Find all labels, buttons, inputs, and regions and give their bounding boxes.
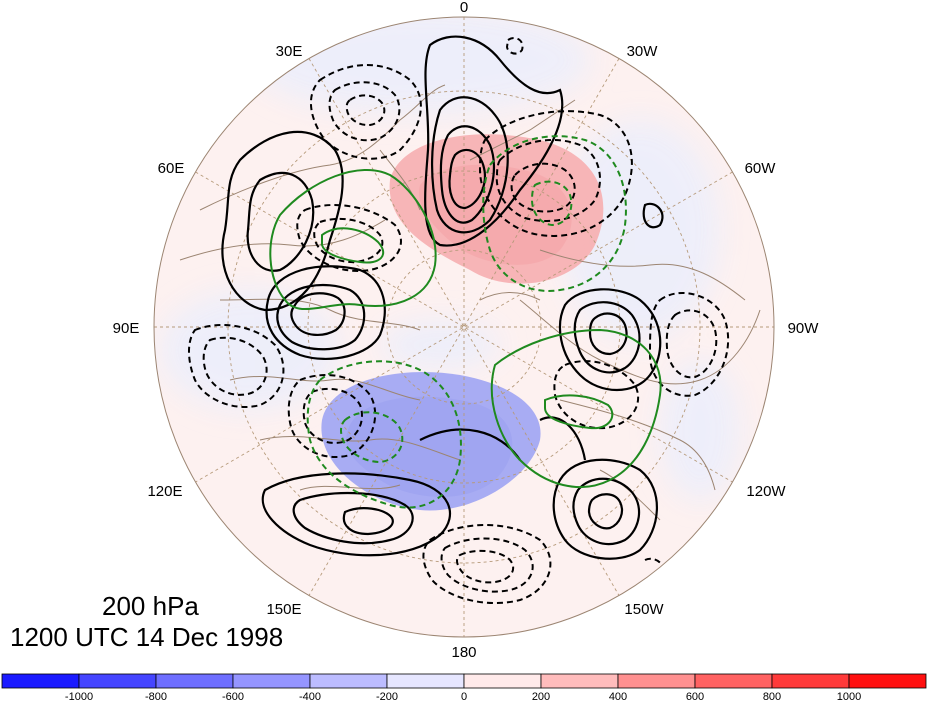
level-caption: 200 hPa [102, 591, 199, 621]
colorbar-tick-label: 1000 [837, 691, 861, 702]
lon-label-30e: 30E [276, 43, 303, 60]
map-rim [153, 16, 775, 638]
map-disc [154, 17, 774, 637]
colorbar-swatch [386, 673, 465, 689]
graticule [154, 17, 774, 637]
colorbar-swatch [155, 673, 234, 689]
colorbar-tick-label: -1000 [65, 691, 93, 702]
lon-label-0: 0 [460, 0, 468, 16]
colorbar-swatch [694, 673, 773, 689]
colorbar-swatch [1, 673, 80, 689]
longitude-labels: 0 30W 60W 90W 120W 150W 180 150E 120E 90… [113, 0, 820, 661]
colorbar-swatch [309, 673, 388, 689]
green-dashed-contours [306, 135, 627, 509]
colorbar-tick-label: -600 [222, 691, 244, 702]
time-caption: 1200 UTC 14 Dec 1998 [10, 622, 284, 652]
colorbar-tick-label: 600 [686, 691, 704, 702]
colorbar-tick-label: 400 [609, 691, 627, 702]
lon-label-150e: 150E [266, 601, 301, 618]
lon-label-90w: 90W [788, 320, 820, 337]
lon-label-90e: 90E [113, 320, 140, 337]
green-solid-contours [269, 169, 662, 488]
colorbar-tick-label: 800 [763, 691, 781, 702]
colorbar-swatch [232, 673, 311, 689]
negative-contours [188, 37, 730, 604]
colorbar-swatch [78, 673, 157, 689]
lon-label-180: 180 [451, 644, 476, 661]
colorbar-tick-label: 200 [532, 691, 550, 702]
lon-label-120w: 120W [746, 483, 786, 500]
colorbar-swatch [540, 673, 619, 689]
lon-label-120e: 120E [147, 483, 182, 500]
land-outlines [179, 84, 761, 521]
colorbar-tick-label: -200 [376, 691, 398, 702]
lon-label-60w: 60W [745, 160, 777, 177]
colorbar-swatch [848, 673, 927, 689]
colorbar-swatch [617, 673, 696, 689]
colorbar-swatch [463, 673, 542, 689]
lon-label-30w: 30W [627, 43, 659, 60]
lon-label-60e: 60E [158, 160, 185, 177]
colorbar: -1000 -800 -600 -400 -200 0 200 400 600 800 1000 [1, 673, 927, 702]
colorbar-tick-label: 0 [461, 691, 467, 702]
colorbar-swatch [771, 673, 850, 689]
lon-label-150w: 150W [624, 601, 664, 618]
positive-contours [221, 35, 664, 560]
colorbar-tick-label: -400 [299, 691, 321, 702]
colorbar-tick-label: -800 [145, 691, 167, 702]
